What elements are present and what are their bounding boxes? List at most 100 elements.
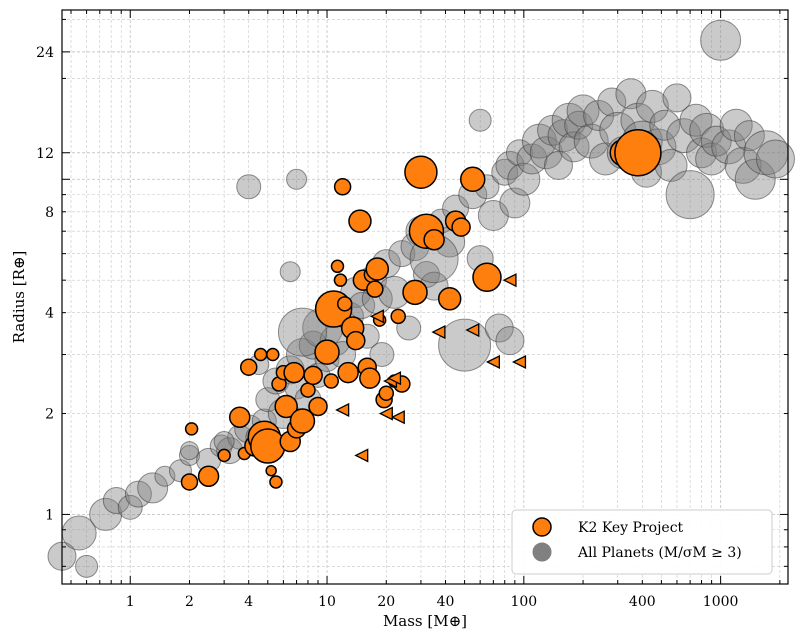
- k2-upper-limit-marker: [386, 371, 402, 386]
- legend-k2-marker: [532, 517, 552, 537]
- k2-planet-point: [217, 448, 231, 463]
- legend-all-marker: [532, 542, 552, 562]
- k2-planet-point: [283, 361, 305, 384]
- all-planet-point: [649, 109, 681, 141]
- all-planet-point: [615, 78, 647, 110]
- k2-planet-point: [346, 330, 366, 351]
- y-tick-label: 1: [45, 507, 54, 523]
- k2-upper-limit-marker: [369, 309, 384, 324]
- y-tick-label: 24: [36, 45, 54, 61]
- all-planet-point: [543, 150, 573, 180]
- y-tick-label: 2: [45, 407, 54, 423]
- k2-planet-point: [404, 155, 438, 189]
- all-planet-point: [700, 125, 732, 157]
- k2-planet-point: [303, 365, 323, 386]
- all-planet-point: [679, 103, 713, 137]
- all-planet-point: [137, 472, 169, 504]
- k2-planet-point: [333, 178, 352, 196]
- legend-box: [511, 509, 773, 575]
- x-axis-label: Mass [M⊕]: [383, 612, 467, 630]
- k2-planet-point: [472, 262, 502, 293]
- all-planet-point: [89, 497, 123, 531]
- k2-planet-point: [180, 473, 199, 491]
- k2-planet-point: [289, 408, 316, 434]
- k2-planet-point: [184, 422, 199, 436]
- legend-k2-label: K2 Key Project: [578, 520, 684, 536]
- k2-planet-point: [423, 229, 445, 251]
- all-planet-point: [102, 487, 130, 515]
- all-planet-point: [719, 108, 753, 142]
- all-planet-point: [468, 108, 492, 132]
- k2-upper-limit-marker: [465, 322, 480, 338]
- k2-planet-point: [269, 475, 283, 489]
- k2-upper-limit-marker: [485, 354, 500, 370]
- k2-planet-point: [451, 217, 471, 237]
- all-planet-point: [711, 129, 747, 165]
- all-planet-point: [597, 87, 627, 117]
- k2-planet-point: [359, 367, 381, 389]
- k2-upper-limit-marker: [431, 325, 446, 340]
- k2-planet-point: [348, 209, 372, 233]
- all-planet-point: [117, 494, 143, 520]
- all-planet-point: [495, 326, 525, 356]
- x-tick-label: 20: [377, 594, 395, 610]
- all-planet-point: [733, 120, 765, 152]
- k2-planet-point: [314, 339, 340, 365]
- k2-planet-point: [253, 347, 268, 362]
- upper-limit-series: [335, 273, 527, 463]
- k2-planet-point: [323, 373, 339, 389]
- all-planet-point: [179, 441, 199, 461]
- x-tick-label: 40: [437, 594, 455, 610]
- y-tick-label: 12: [36, 146, 54, 162]
- all-planet-point: [662, 83, 692, 113]
- k2-planet-point: [437, 287, 462, 311]
- k2-planet-point: [459, 166, 486, 193]
- all-planet-point: [665, 170, 715, 220]
- k2-upper-limit-marker: [354, 448, 369, 463]
- legend: K2 Key Project All Planets (M/σM ≥ 3): [511, 509, 773, 575]
- all-planet-point: [279, 261, 301, 283]
- all-planet-point: [75, 554, 99, 578]
- k2-planet-point: [308, 396, 328, 417]
- all-planet-point: [564, 110, 594, 140]
- k2-planet-point: [366, 280, 384, 298]
- axis-ticks: [62, 10, 788, 584]
- x-tick-label: 10: [318, 594, 336, 610]
- all-planet-point: [369, 342, 395, 368]
- all-planet-point: [695, 142, 729, 176]
- all-planet-point: [213, 431, 235, 453]
- k2-planet-point: [265, 464, 277, 477]
- y-tick-label: 4: [45, 306, 54, 322]
- k2-upper-limit-marker: [378, 406, 393, 421]
- k2-planet-point: [330, 259, 345, 274]
- k2-upper-limit-marker: [511, 354, 527, 370]
- k2-planet-point: [333, 273, 348, 287]
- x-tick-label: 1: [126, 594, 135, 610]
- all-planet-point: [236, 174, 262, 200]
- k2-planet-point: [402, 279, 428, 306]
- k2-upper-limit-marker: [335, 402, 350, 417]
- k2-planet-point: [228, 406, 251, 428]
- k2-planet-point: [378, 385, 395, 401]
- k2-planet-point: [337, 361, 359, 384]
- x-tick-label: 100: [510, 594, 537, 610]
- k2-planet-point: [390, 308, 406, 325]
- legend-all-label: All Planets (M/σM ≥ 3): [577, 545, 742, 561]
- all-planet-point: [505, 139, 533, 167]
- all-planet-point: [755, 139, 795, 179]
- all-planet-point: [438, 318, 492, 372]
- all-planet-point: [277, 307, 327, 357]
- k2-planet-point: [197, 465, 220, 487]
- all-planet-point: [507, 162, 541, 196]
- k2-planet-point: [250, 428, 286, 464]
- k2-planet-point: [266, 347, 280, 362]
- x-tick-label: 4: [244, 594, 253, 610]
- k2-planet-point: [239, 358, 258, 376]
- all-planet-point: [700, 19, 742, 61]
- k2-planet-point: [336, 296, 353, 312]
- all-planet-point: [491, 158, 519, 186]
- y-tick-label: 8: [45, 205, 54, 221]
- all-planet-point: [734, 158, 776, 200]
- k2-planet-point: [614, 129, 662, 177]
- k2-planet-point: [300, 382, 316, 398]
